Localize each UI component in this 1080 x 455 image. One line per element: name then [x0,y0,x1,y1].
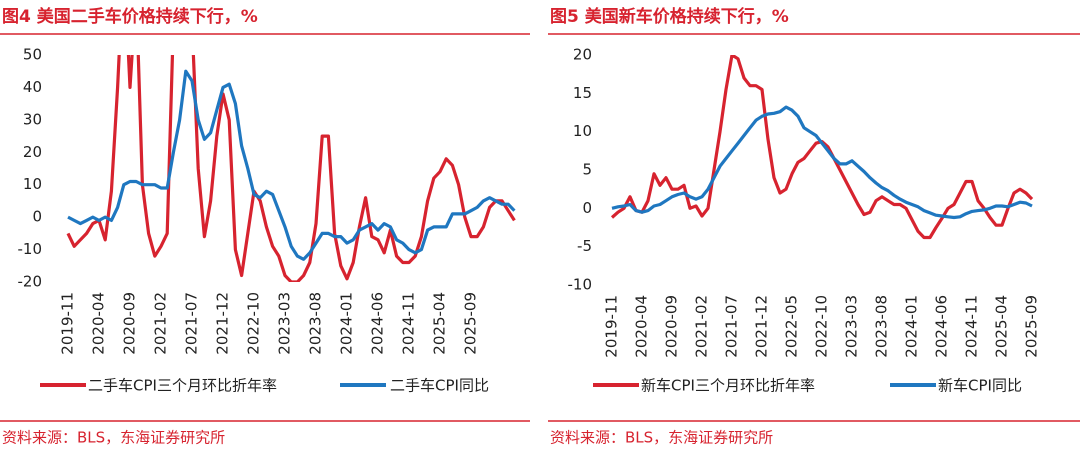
y-tick-label: 0 [32,208,42,226]
y-tick-label: 10 [23,175,42,193]
plot-area [610,55,1034,240]
x-tick-label: 2025-04 [431,292,449,355]
legend-label: 二手车CPI同比 [390,377,489,395]
y-tick-label: -20 [18,273,43,291]
source-note: 资料来源：BLS，东海证券研究所 [550,429,773,447]
x-tick-label: 2021-07 [183,292,201,355]
x-tick-label: 2024-11 [400,292,418,355]
legend-label: 新车CPI三个月环比折年率 [641,377,815,395]
x-tick-label: 2020-09 [663,295,681,358]
chart-title: 图5 美国新车价格持续下行，% [550,6,789,27]
y-tick-label: -5 [577,237,592,255]
x-tick-label: 2025-09 [462,292,480,355]
x-tick-label: 2021-02 [693,295,711,358]
x-tick-label: 2024-06 [369,292,387,355]
x-tick-label: 2022-10 [245,292,263,355]
x-tick-label: 2022-10 [813,295,831,358]
x-tick-label: 2019-11 [59,292,77,355]
x-tick-label: 2020-04 [633,295,651,358]
series-line [611,105,1033,220]
y-tick-label: -10 [568,276,593,294]
x-tick-label: 2023-03 [276,292,294,355]
y-tick-label: 10 [573,122,592,140]
x-tick-label: 2021-12 [214,292,232,355]
x-tick-label: 2020-04 [90,292,108,355]
x-tick-label: 2024-06 [933,295,951,358]
y-tick-label: -10 [18,240,43,258]
x-tick-label: 2024-11 [963,295,981,358]
y-tick-label: 30 [23,110,42,128]
series-line [67,69,516,261]
source-note: 资料来源：BLS，东海证券研究所 [2,429,225,447]
legend-label: 二手车CPI三个月环比折年率 [88,377,277,395]
chart-title: 图4 美国二手车价格持续下行，% [2,6,258,27]
x-tick-label: 2025-04 [993,295,1011,358]
x-tick-label: 2020-09 [121,292,139,355]
y-tick-label: 5 [582,161,592,179]
y-tick-label: 0 [582,199,592,217]
y-tick-label: 40 [23,78,42,96]
x-tick-label: 2025-09 [1023,295,1041,358]
x-tick-label: 2024-01 [338,292,356,355]
x-tick-label: 2023-03 [843,295,861,358]
x-tick-label: 2021-07 [723,295,741,358]
x-tick-label: 2021-12 [753,295,771,358]
x-tick-label: 2023-08 [307,292,325,355]
x-tick-label: 2023-08 [873,295,891,358]
x-tick-label: 2019-11 [603,295,621,358]
legend-label: 新车CPI同比 [938,377,1022,395]
y-tick-label: 20 [23,143,42,161]
x-tick-label: 2024-01 [903,295,921,358]
y-tick-label: 50 [23,46,42,64]
x-tick-label: 2021-02 [152,292,170,355]
y-tick-label: 20 [573,46,592,64]
y-tick-label: 15 [573,84,592,102]
plot-area [66,55,516,282]
x-tick-label: 2022-05 [783,295,801,358]
